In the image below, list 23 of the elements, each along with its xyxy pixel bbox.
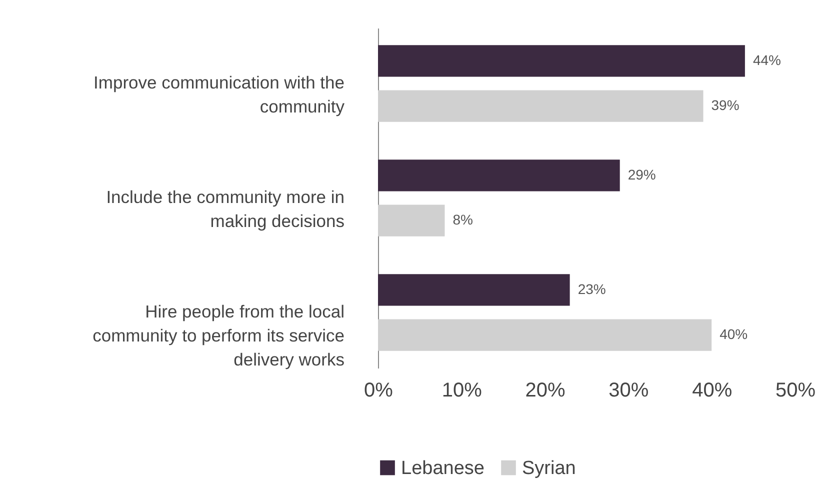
legend-label: Lebanese (401, 458, 484, 479)
legend-label: Syrian (522, 458, 576, 479)
x-tick-label: 30% (608, 380, 649, 402)
data-label: 40% (720, 326, 748, 342)
bar (378, 204, 445, 236)
data-label: 44% (752, 52, 781, 68)
bar (378, 45, 745, 77)
data-label: 29% (628, 166, 656, 182)
bar (378, 319, 712, 351)
x-tick-label: 10% (442, 380, 482, 402)
y-tick-label: Improve communication with the community (94, 72, 345, 117)
x-tick-label: 0% (364, 380, 394, 402)
y-tick-label: Hire people from the local community to perform its service delivery works (92, 301, 345, 370)
bar (378, 274, 570, 306)
data-label: 23% (578, 280, 606, 297)
data-label: 8% (452, 212, 473, 228)
x-tick-label: 20% (525, 380, 566, 402)
x-tick-label: 40% (692, 380, 732, 402)
data-label: 39% (711, 97, 740, 114)
bar (378, 160, 620, 192)
y-tick-label: Include the community more in making decisions (106, 187, 345, 231)
bar (378, 90, 704, 122)
x-tick-label: 50% (775, 380, 816, 402)
